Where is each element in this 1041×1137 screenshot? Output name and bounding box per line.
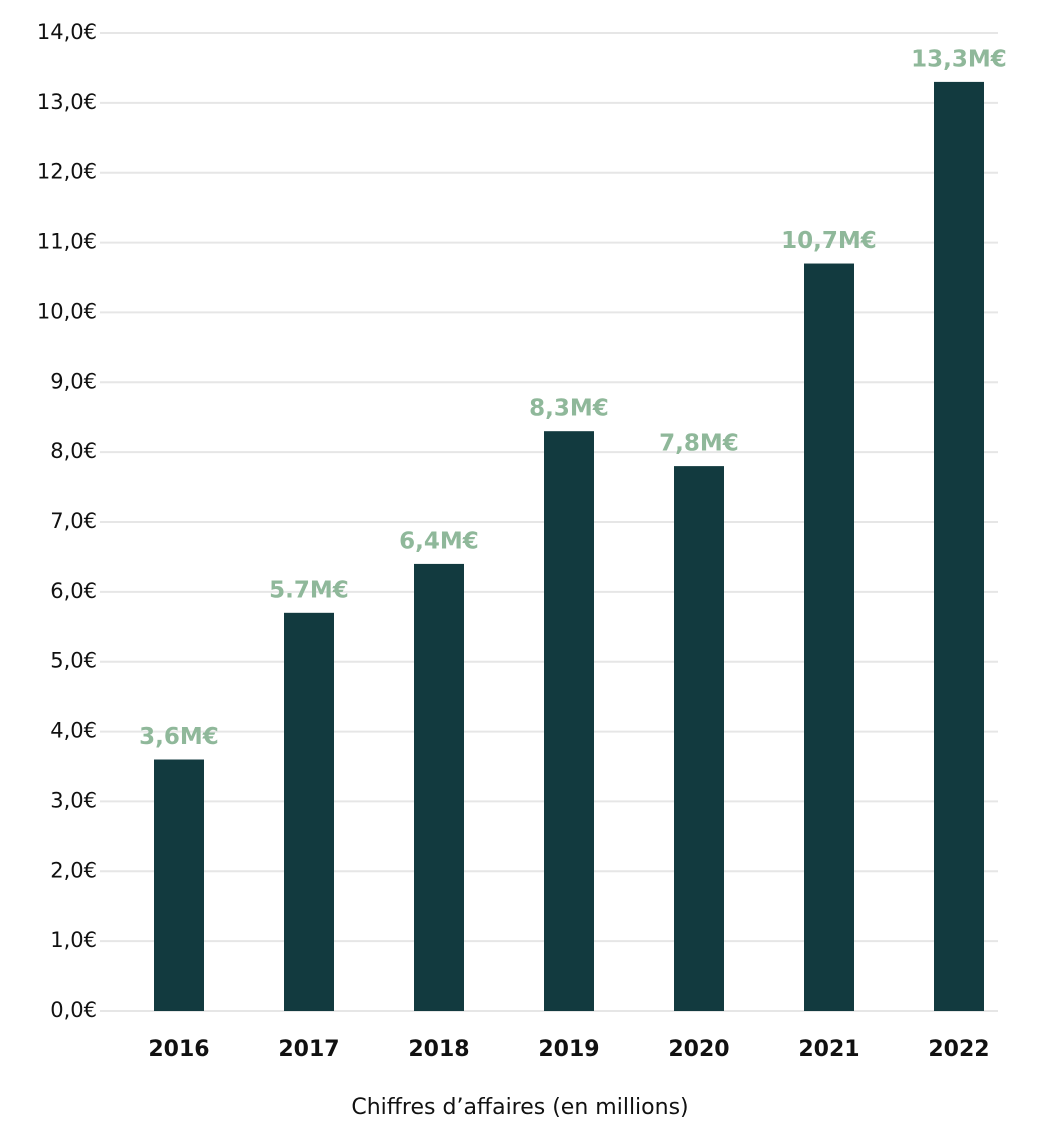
- x-tick-label: 2017: [278, 1037, 339, 1062]
- value-label: 7,8M€: [659, 431, 739, 457]
- y-tick-label: 11,0€: [37, 230, 97, 254]
- y-tick-label: 1,0€: [50, 928, 97, 952]
- bar: [934, 81, 984, 1011]
- value-label: 6,4M€: [399, 528, 479, 554]
- y-tick-label: 14,0€: [37, 20, 97, 44]
- value-label: 10,7M€: [781, 228, 877, 254]
- y-tick-label: 12,0€: [37, 160, 97, 184]
- y-tick-label: 7,0€: [50, 509, 97, 533]
- y-tick-label: 10,0€: [37, 299, 97, 323]
- x-tick-label: 2016: [148, 1037, 209, 1062]
- value-label: 8,3M€: [529, 396, 609, 422]
- bar: [414, 563, 464, 1011]
- x-tick-label: 2022: [928, 1037, 989, 1062]
- value-label: 13,3M€: [911, 46, 1007, 72]
- x-axis-label: Chiffres d’affaires (en millions): [351, 1095, 688, 1120]
- x-tick-label: 2019: [538, 1037, 599, 1062]
- bar: [284, 612, 334, 1011]
- value-label: 3,6M€: [139, 724, 219, 750]
- x-tick-label: 2020: [668, 1037, 729, 1062]
- y-tick-label: 5,0€: [50, 649, 97, 673]
- y-tick-label: 8,0€: [50, 439, 97, 463]
- y-tick-label: 0,0€: [50, 998, 97, 1022]
- x-tick-label: 2018: [408, 1037, 469, 1062]
- value-label: 5.7M€: [269, 577, 349, 603]
- x-tick-label: 2021: [798, 1037, 859, 1062]
- y-tick-label: 13,0€: [37, 90, 97, 114]
- y-tick-label: 2,0€: [50, 858, 97, 882]
- y-tick-label: 6,0€: [50, 579, 97, 603]
- y-tick-label: 3,0€: [50, 788, 97, 812]
- y-tick-label: 9,0€: [50, 369, 97, 393]
- bar: [804, 263, 854, 1011]
- bar: [674, 466, 724, 1012]
- bar: [154, 759, 204, 1011]
- y-tick-label: 4,0€: [50, 719, 97, 743]
- bar: [544, 431, 594, 1012]
